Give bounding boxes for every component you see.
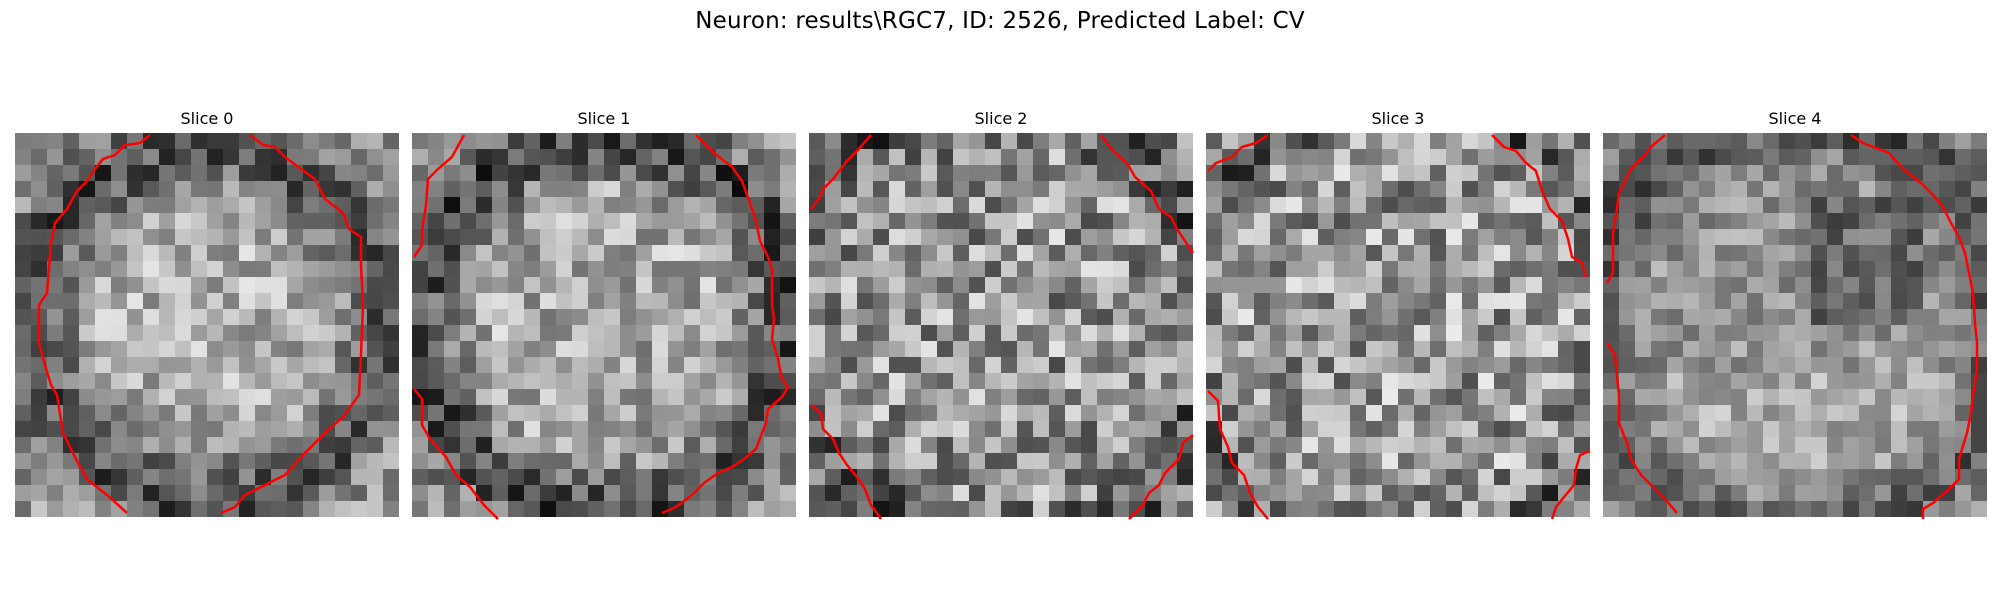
slice-title-3: Slice 3 — [1371, 109, 1425, 128]
contour-line — [220, 134, 365, 515]
contour-line — [1850, 133, 1979, 519]
slice-image-4 — [1603, 133, 1987, 519]
contour-line — [1491, 134, 1588, 278]
contour-line — [413, 388, 499, 520]
contour-line — [1128, 434, 1194, 520]
contour-line — [412, 134, 466, 258]
contour-line — [37, 134, 151, 514]
contour-overlay-4 — [1605, 133, 1979, 519]
figure-title: Neuron: results\RGC7, ID: 2526, Predicte… — [695, 8, 1305, 34]
contour-line — [1550, 449, 1591, 520]
grayscale-slice-2 — [809, 133, 1193, 517]
contour-line — [810, 404, 883, 520]
contour-line — [1207, 133, 1269, 172]
contour-line — [1605, 134, 1666, 284]
grayscale-slice-3 — [1206, 133, 1590, 517]
slice-image-3 — [1206, 133, 1591, 520]
contour-overlay-3 — [1207, 133, 1591, 520]
slice-title-2: Slice 2 — [974, 109, 1028, 128]
contour-overlay-2 — [810, 134, 1195, 520]
slice-image-0 — [15, 133, 399, 517]
grayscale-slice-4 — [1603, 133, 1987, 517]
contour-overlay-0 — [37, 134, 365, 515]
grayscale-slice-1 — [412, 133, 796, 517]
slice-image-1 — [412, 133, 796, 520]
grayscale-slice-0 — [15, 133, 399, 517]
slice-title-4: Slice 4 — [1768, 109, 1822, 128]
contour-line — [1100, 134, 1195, 254]
slice-title-1: Slice 1 — [577, 109, 631, 128]
contour-line — [661, 134, 790, 515]
contour-overlay-1 — [412, 134, 790, 520]
slice-title-0: Slice 0 — [180, 109, 234, 128]
slice-image-2 — [809, 133, 1195, 520]
contour-line — [810, 134, 872, 210]
contour-line — [1605, 342, 1678, 514]
contour-line — [1207, 390, 1269, 520]
